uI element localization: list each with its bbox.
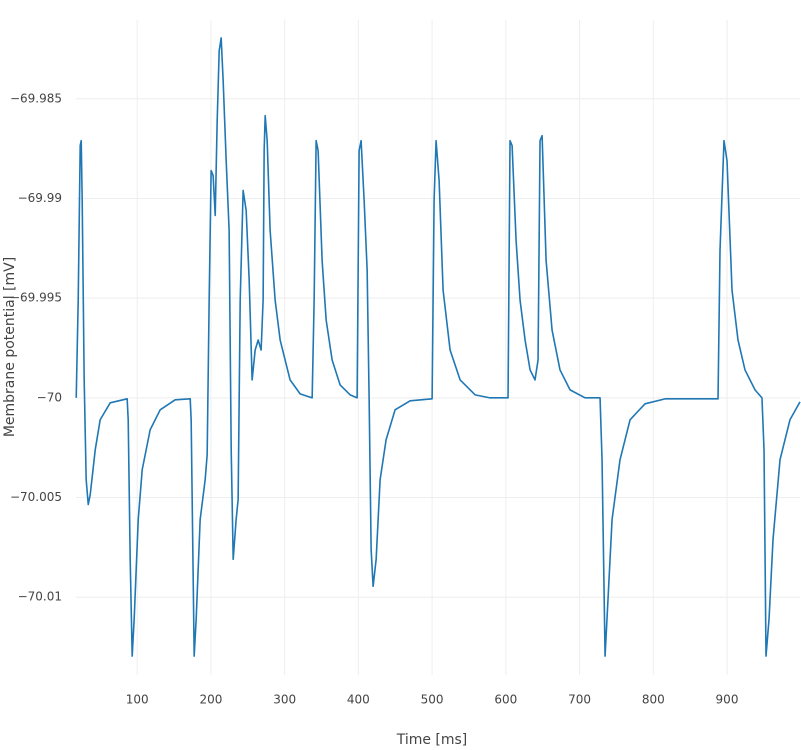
y-axis-title: Membrane potential [mV] <box>2 257 18 437</box>
y-tick-label: −70 <box>37 390 62 404</box>
x-tick-label: 500 <box>421 693 444 707</box>
y-tick-label: −69.995 <box>10 291 62 305</box>
y-tick-label: −70.01 <box>18 590 62 604</box>
x-tick-label: 900 <box>716 693 739 707</box>
line-series <box>75 37 801 657</box>
x-tick-label: 300 <box>273 693 296 707</box>
x-tick-label: 100 <box>126 693 149 707</box>
y-tick-label: −70.005 <box>10 490 62 504</box>
x-tick-label: 800 <box>642 693 665 707</box>
x-axis-title: Time [ms] <box>396 732 468 748</box>
x-tick-label: 400 <box>347 693 370 707</box>
y-tick-label: −69.985 <box>10 91 62 105</box>
x-tick-label: 600 <box>494 693 517 707</box>
x-tick-label: 700 <box>568 693 591 707</box>
x-tick-label: 200 <box>199 693 222 707</box>
y-tick-label: −69.99 <box>18 191 62 205</box>
